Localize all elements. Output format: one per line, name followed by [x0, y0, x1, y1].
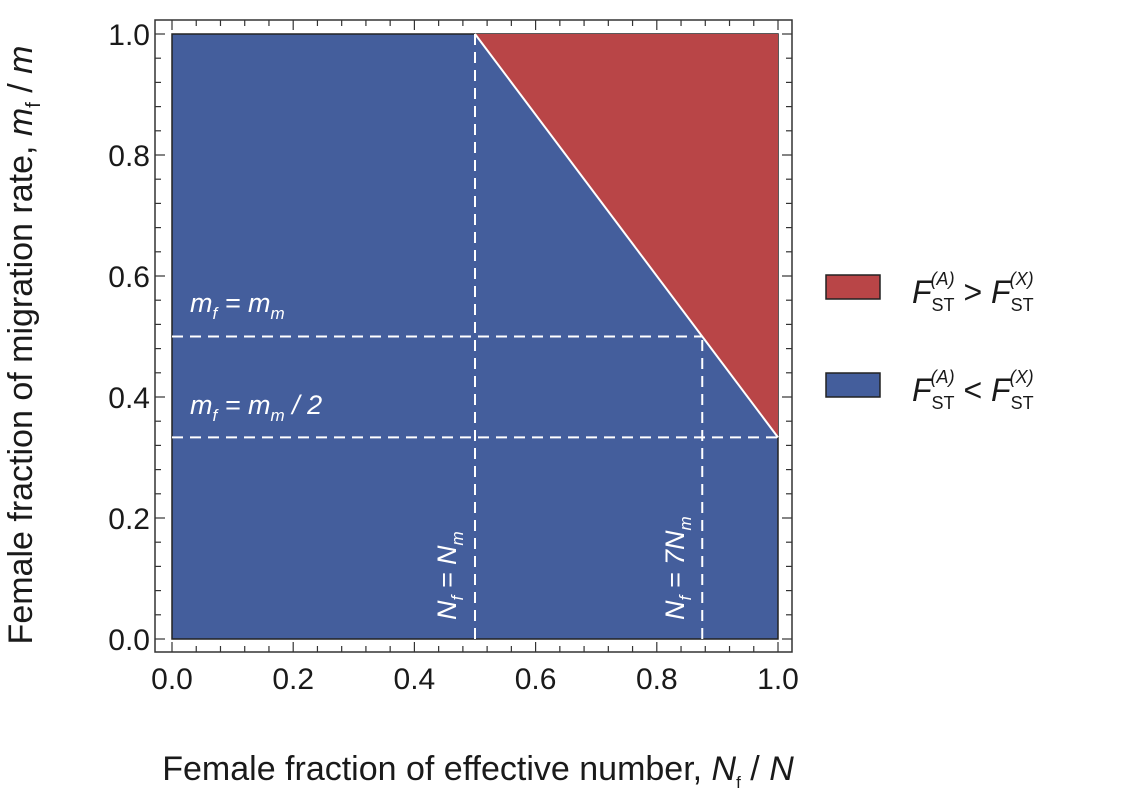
x-tick-label: 1.0 [757, 663, 799, 696]
legend-label-less: FST(A) < FST(X) [912, 367, 1034, 413]
y-tick-label: 0.4 [108, 382, 150, 415]
y-tick-label: 0.6 [108, 261, 150, 294]
x-tick-label: 0.4 [394, 663, 436, 696]
y-tick-label: 1.0 [108, 19, 150, 52]
legend: FST(A) > FST(X) FST(A) < FST(X) [825, 269, 1034, 413]
y-tick-label: 0.2 [108, 503, 150, 536]
x-tick-label: 0.6 [515, 663, 557, 696]
legend-swatch-less [825, 372, 881, 398]
x-tick-label: 0.2 [272, 663, 314, 696]
axis-tick-labels: 0.0 0.2 0.4 0.6 0.8 1.0 0.0 0.2 0.4 0.6 0.8 1.0 [108, 19, 799, 696]
annotation-nf-equals-nm: Nf = Nm [432, 531, 467, 620]
y-tick-label: 0.0 [108, 624, 150, 657]
annotation-nf-equals-7nm: Nf = 7Nm [660, 516, 695, 620]
annotation-mf-equals-half-mm: mf = mm / 2 [190, 390, 322, 425]
boundary-line [474, 33, 779, 438]
legend-label-greater: FST(A) > FST(X) [912, 269, 1034, 315]
x-axis-title: Female fraction of effective number, Nf … [162, 750, 794, 792]
axis-ticks [155, 20, 792, 652]
x-tick-label: 0.0 [151, 663, 193, 696]
y-axis-title: Female fraction of migration rate, mf / … [2, 46, 45, 645]
reference-lines [172, 34, 778, 639]
y-tick-label: 0.8 [108, 140, 150, 173]
legend-swatch-greater [825, 274, 881, 300]
x-tick-label: 0.8 [636, 663, 678, 696]
annotation-mf-equals-mm: mf = mm [190, 288, 285, 323]
